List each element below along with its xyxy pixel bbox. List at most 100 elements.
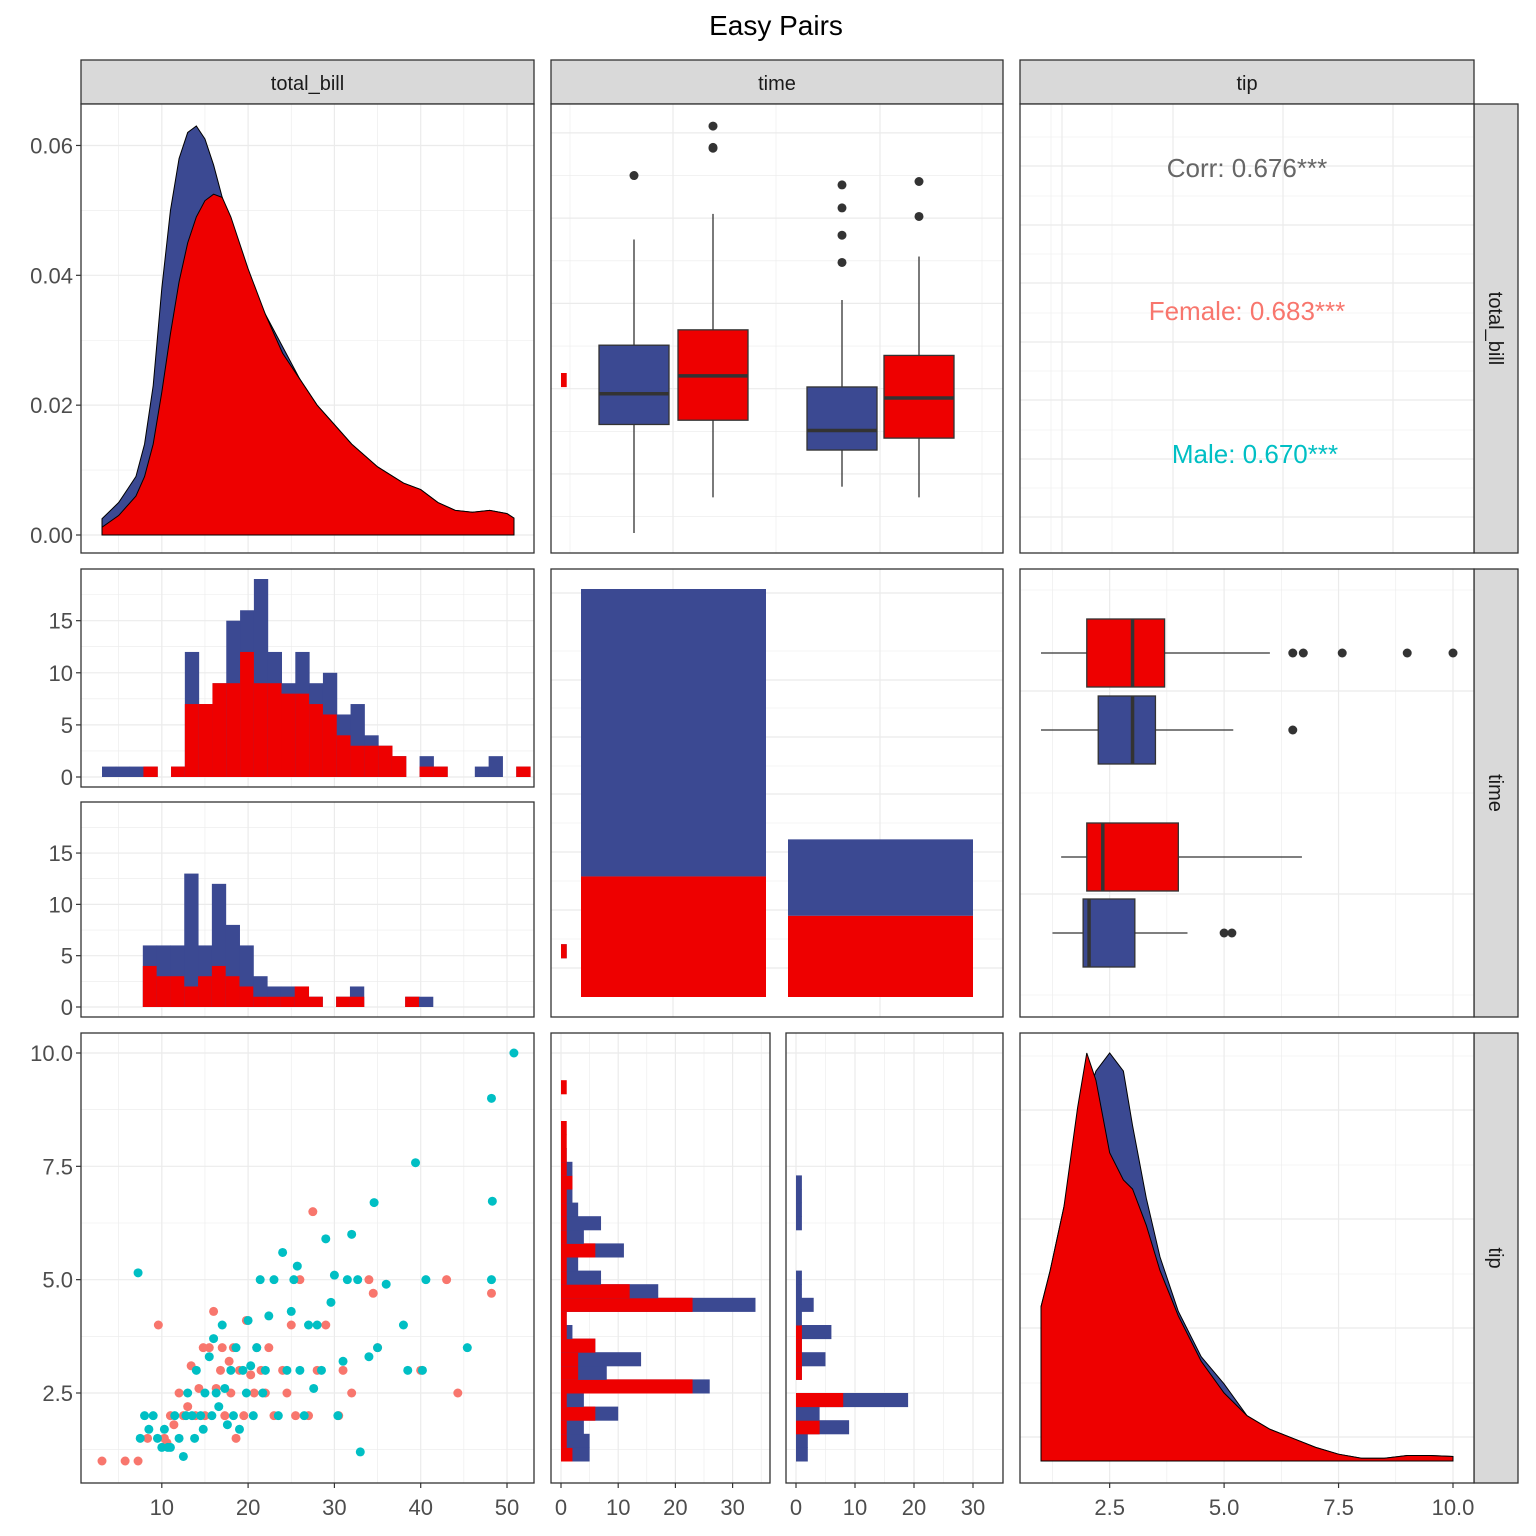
- scatter-point-female: [183, 1402, 193, 1412]
- scatter-point-male: [165, 1442, 175, 1452]
- tip-hist-dinner-bar-female: [561, 1393, 567, 1408]
- tip-density-area-female: [1040, 1052, 1454, 1462]
- hist-lunch-bar-female: [156, 976, 171, 1007]
- hbox-outlier: [1227, 928, 1237, 938]
- scatter-point-male: [299, 1411, 309, 1421]
- tip-hist-lunch-bar-male: [796, 1175, 802, 1190]
- strip-top-2: [1019, 59, 1475, 105]
- tip-hist-lunch-bar-male: [796, 1216, 802, 1231]
- hist-dinner-bar-female: [143, 766, 158, 777]
- box-outlier: [708, 121, 718, 131]
- hist-dinner-ytick-label: 0: [61, 765, 73, 790]
- scatter-point-female: [282, 1388, 292, 1398]
- scatter-point-female: [239, 1411, 249, 1421]
- scatter-point-male: [417, 1365, 427, 1375]
- scatter-point-female: [204, 1343, 214, 1353]
- scatter-point-male: [273, 1411, 283, 1421]
- tip-hist-dinner-frame: [550, 1032, 771, 1484]
- corr-overall-text: Corr: 0.676***: [1167, 153, 1327, 183]
- hist-lunch-bar-female: [170, 976, 185, 1007]
- box-outlier: [914, 211, 924, 221]
- tip-hist-dinner-bar-female: [561, 1270, 567, 1285]
- tip-hist-dinner-bar-female: [561, 1175, 573, 1190]
- tip-hist-dinner-bar-female: [561, 1243, 596, 1258]
- time-counts-frame: [550, 568, 1004, 1018]
- tip-hist-dinner-xtick-label: 0: [555, 1495, 567, 1520]
- tip-hist-dinner-bar-female: [561, 1257, 567, 1272]
- tip-hist-lunch-bar-female: [796, 1325, 802, 1340]
- strip-right-label: tip: [1484, 1247, 1506, 1268]
- scatter-point-female: [215, 1365, 225, 1375]
- scatter-point-female: [286, 1320, 296, 1330]
- scatter-xtick-label: 50: [495, 1495, 519, 1520]
- tip-hist-dinner-xtick-label: 30: [720, 1495, 744, 1520]
- scatter-xtick-label: 20: [236, 1495, 260, 1520]
- hist-dinner-bar-male: [488, 756, 503, 777]
- scatter-point-female: [217, 1343, 227, 1353]
- scatter-point-female: [347, 1388, 357, 1398]
- hist-lunch-ytick-label: 15: [49, 841, 73, 866]
- hist-lunch-bar-female: [198, 976, 213, 1007]
- tip-hist-dinner-bar-female: [561, 1433, 567, 1448]
- scatter-point-male: [304, 1320, 314, 1330]
- hist-dinner-bar-female: [281, 693, 296, 777]
- scatter-point-male: [187, 1411, 197, 1421]
- total-bill-density-ytick-label: 0.00: [30, 523, 73, 548]
- corr-female-text: Female: 0.683***: [1149, 296, 1346, 326]
- tip-hist-lunch-bar-male: [796, 1447, 808, 1462]
- hist-dinner-bar-female: [295, 693, 310, 777]
- scatter-point-female: [97, 1456, 107, 1466]
- scatter-point-male: [159, 1424, 169, 1434]
- tip-hist-dinner-bar-male: [561, 1216, 602, 1231]
- hist-lunch-ytick-label: 5: [61, 944, 73, 969]
- strip-top-label: total_bill: [271, 73, 344, 95]
- scatter-point-male: [207, 1411, 217, 1421]
- scatter-point-male: [196, 1411, 206, 1421]
- strip-top-0: [80, 59, 535, 105]
- tip-hist-dinner-bar-female: [561, 1202, 567, 1217]
- scatter-point-male: [381, 1279, 391, 1289]
- scatter-point-male: [135, 1433, 145, 1443]
- box-outlier: [629, 171, 639, 181]
- strip-right-label: total_bill: [1484, 292, 1506, 365]
- hbox-outlier: [1298, 648, 1308, 658]
- tip-hist-lunch-bar-male: [796, 1406, 820, 1421]
- tip-hist-dinner-bar-female: [561, 1284, 630, 1299]
- hist-lunch-bar-female: [184, 986, 199, 1007]
- tip-hist-lunch-xtick-label: 10: [843, 1495, 867, 1520]
- tip-hist-dinner-bar-female: [561, 1134, 567, 1149]
- scatter-point-male: [191, 1365, 201, 1375]
- scatter-point-male: [369, 1198, 379, 1208]
- scatter-point-female: [231, 1433, 241, 1443]
- chart-title: Easy Pairs: [709, 10, 843, 41]
- tip-hist-lunch-xtick-label: 30: [961, 1495, 985, 1520]
- total-bill-density-ytick-label: 0.02: [30, 393, 73, 418]
- hist-dinner-bar-female: [171, 766, 186, 777]
- scatter-point-female: [291, 1411, 301, 1421]
- tip-hist-lunch-frame: [785, 1032, 1004, 1484]
- tip-hist-dinner-bar-female: [561, 1338, 596, 1353]
- hist-lunch-bar-female: [239, 986, 254, 1007]
- box-outlier: [837, 203, 847, 213]
- scatter-point-male: [411, 1158, 421, 1168]
- scatter-point-male: [234, 1424, 244, 1434]
- tip-hist-lunch-background: [786, 1033, 1003, 1483]
- tip-hist-dinner-bar-female: [561, 1447, 573, 1462]
- tip-hist-dinner-bar-female: [561, 1148, 567, 1163]
- time-boxplot-background: [551, 104, 1003, 553]
- total-bill-density-ytick-label: 0.04: [30, 263, 73, 288]
- hist-lunch-bar-female: [142, 965, 158, 1007]
- tip-hist-lunch-bar-male: [796, 1270, 802, 1285]
- tip-hist-dinner-bar-female: [561, 1229, 567, 1244]
- scatter-point-male: [209, 1334, 219, 1344]
- hist-dinner-bar-female: [322, 714, 338, 777]
- tip-hist-dinner-bar-female: [561, 1080, 567, 1095]
- count-bar-male-lunch: [788, 839, 973, 916]
- scatter-point-male: [264, 1311, 274, 1321]
- hist-lunch-bar-male: [184, 873, 199, 1007]
- tip-hist-lunch-xtick-label: 20: [902, 1495, 926, 1520]
- corr-male-text: Male: 0.670***: [1172, 439, 1338, 469]
- box-lunch-male: [806, 386, 878, 451]
- tip-hist-lunch-bar-male: [796, 1202, 802, 1217]
